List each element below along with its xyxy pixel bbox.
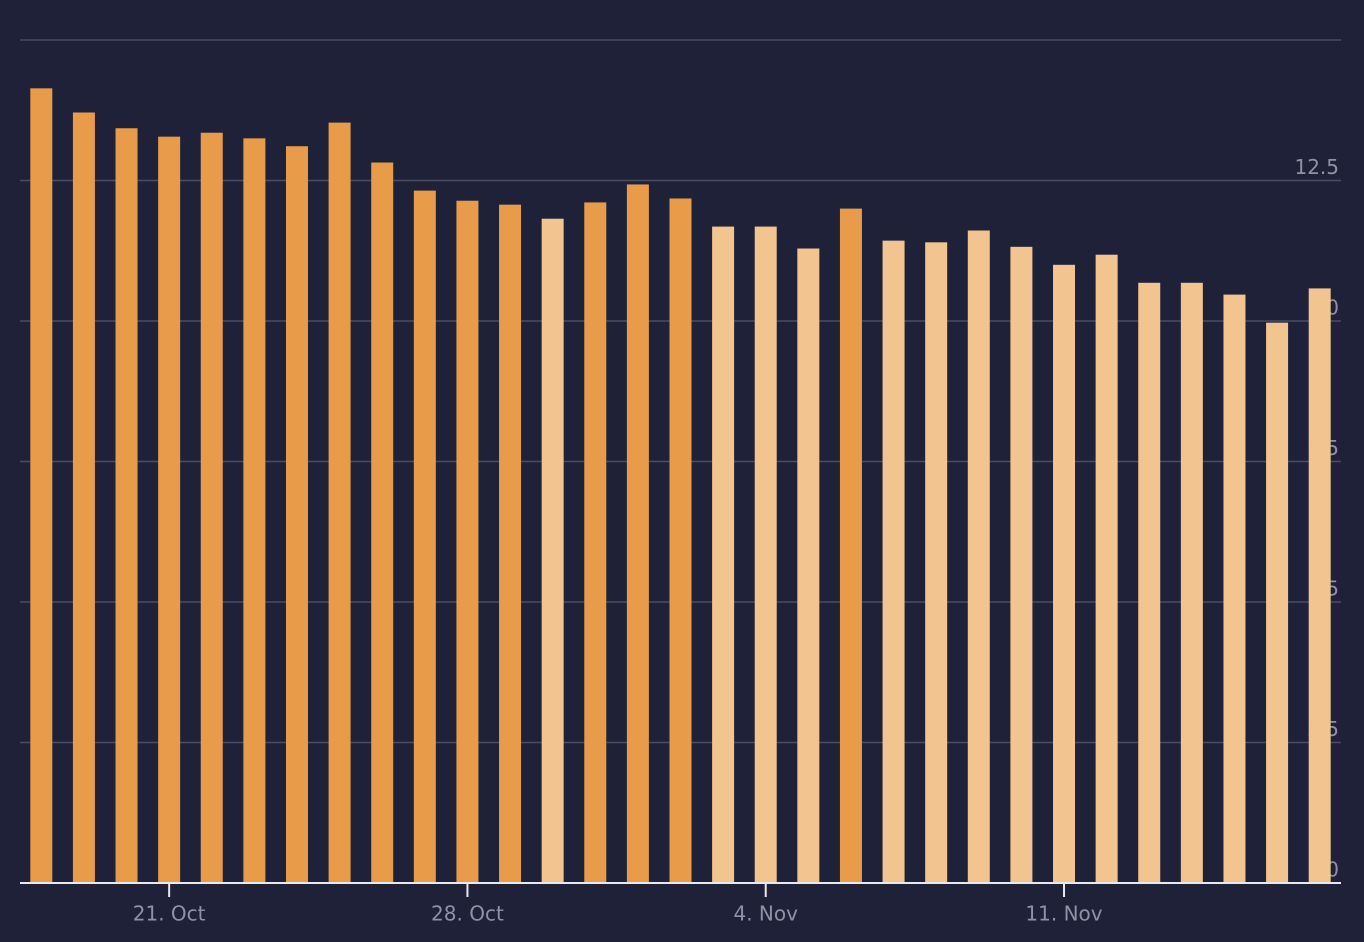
bar — [456, 200, 479, 883]
bar — [754, 226, 777, 884]
bar — [499, 204, 522, 883]
bar — [797, 248, 820, 883]
bar — [712, 226, 735, 884]
bar — [30, 88, 53, 883]
bar — [1223, 294, 1246, 883]
bar — [967, 230, 990, 883]
bar — [925, 242, 948, 883]
bar — [839, 208, 862, 884]
bar — [1095, 254, 1118, 883]
bar — [413, 190, 436, 884]
bar — [1308, 288, 1331, 883]
x-tick-label: 4. Nov — [733, 902, 798, 926]
bar — [200, 132, 223, 884]
bar — [371, 162, 394, 884]
x-tick-label: 28. Oct — [431, 902, 504, 926]
bar — [1180, 282, 1203, 883]
y-tick-label: 12.5 — [1294, 155, 1339, 179]
bar — [584, 202, 607, 884]
bar — [72, 112, 95, 884]
bar — [158, 136, 181, 883]
x-tick-label: 11. Nov — [1025, 902, 1102, 926]
bar — [1266, 322, 1289, 883]
bar — [1010, 246, 1033, 884]
bar — [1138, 282, 1161, 883]
bar — [882, 240, 905, 883]
bar — [1053, 264, 1076, 883]
bar — [626, 184, 649, 883]
bar — [541, 218, 564, 883]
x-tick-label: 21. Oct — [133, 902, 206, 926]
bar — [669, 198, 692, 883]
bar — [115, 128, 138, 883]
bar — [285, 146, 308, 883]
bar — [328, 122, 351, 883]
bar — [243, 138, 266, 884]
